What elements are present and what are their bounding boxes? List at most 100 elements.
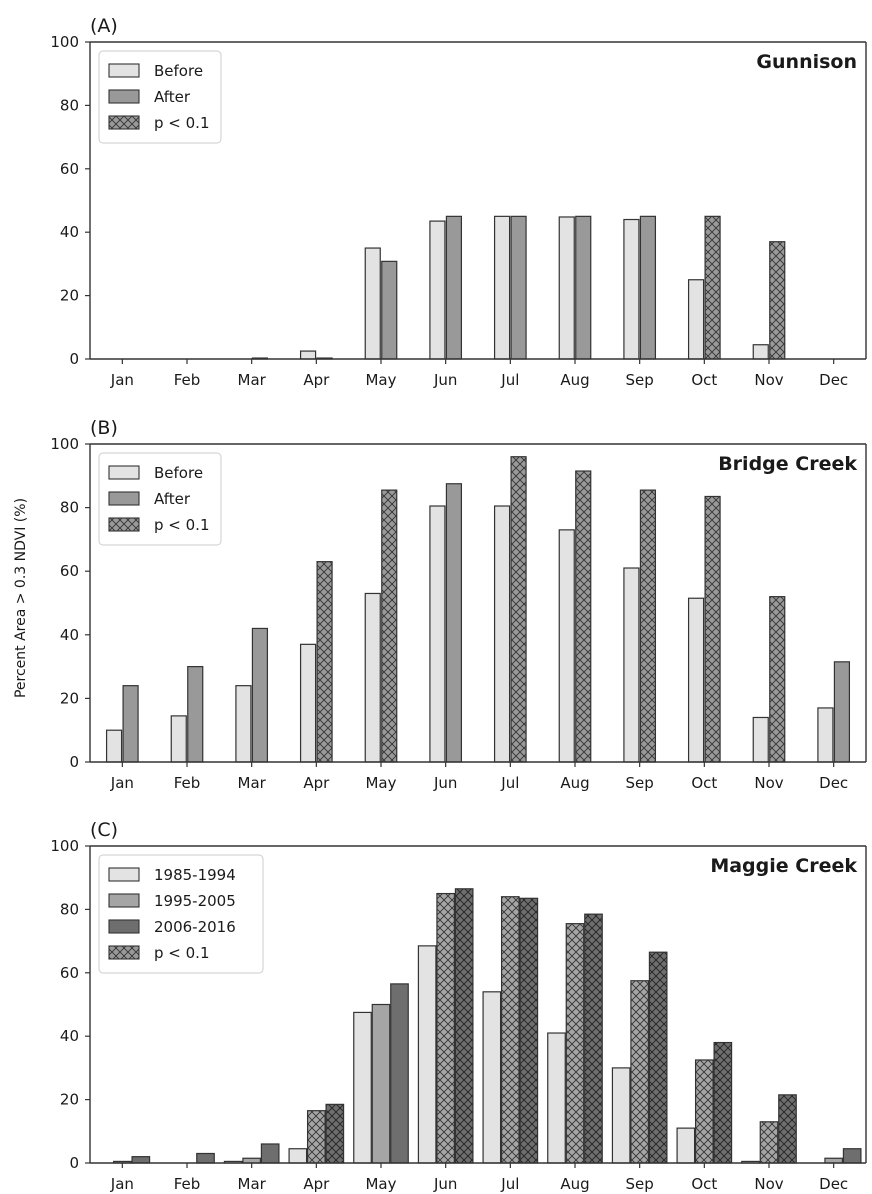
bar-after-dec bbox=[833, 661, 851, 763]
bar-after-may bbox=[381, 260, 398, 360]
legend-label-after: After bbox=[154, 490, 191, 508]
x-tick-label: Jul bbox=[500, 1175, 519, 1193]
bar-before-apr bbox=[299, 643, 317, 763]
y-tick-label: 80 bbox=[60, 499, 79, 517]
x-tick-label: Feb bbox=[174, 774, 201, 792]
bar-before-sep bbox=[623, 218, 640, 360]
y-tick-label: 40 bbox=[60, 223, 79, 241]
bar-period2-sep bbox=[630, 980, 650, 1164]
bar-before-jul bbox=[493, 215, 511, 360]
bar-period3-mar bbox=[260, 1143, 280, 1164]
legend-label-hatch: p < 0.1 bbox=[154, 114, 209, 132]
x-tick-label: Sep bbox=[626, 774, 654, 792]
bar-after-jul bbox=[510, 456, 527, 763]
legend-swatch-hatch bbox=[108, 115, 140, 130]
legend-label-before: Before bbox=[154, 62, 203, 80]
bar-period3-feb bbox=[196, 1152, 215, 1164]
bar-period3-jan bbox=[131, 1156, 151, 1164]
x-tick-label: Nov bbox=[754, 1175, 783, 1193]
bar-before-nov bbox=[752, 344, 769, 360]
bar-after-feb bbox=[187, 665, 204, 763]
bar-after-sep bbox=[639, 489, 657, 763]
bar-after-may bbox=[381, 489, 398, 763]
bar-period2-apr bbox=[306, 1110, 326, 1164]
y-tick-label: 0 bbox=[69, 350, 79, 368]
legend-label-period3: 2006-2016 bbox=[154, 918, 236, 936]
x-tick-label: Dec bbox=[819, 774, 848, 792]
y-tick-label: 100 bbox=[50, 837, 79, 855]
x-tick-label: May bbox=[365, 774, 396, 792]
bar-before-sep bbox=[623, 567, 640, 763]
bar-period2-nov bbox=[759, 1121, 779, 1164]
x-tick-label: May bbox=[365, 1175, 396, 1193]
legend-swatch-after bbox=[108, 89, 140, 104]
bar-period3-nov bbox=[778, 1094, 797, 1164]
bar-before-nov bbox=[752, 716, 769, 763]
x-tick-label: Jan bbox=[110, 1175, 134, 1193]
bar-after-jun bbox=[445, 215, 463, 360]
bar-after-jul bbox=[510, 215, 527, 360]
bar-before-may bbox=[364, 247, 381, 360]
x-tick-label: Oct bbox=[691, 371, 717, 389]
y-tick-label: 60 bbox=[60, 160, 79, 178]
x-tick-label: Apr bbox=[303, 774, 330, 792]
bar-period2-dec bbox=[824, 1157, 844, 1164]
bar-period2-mar bbox=[242, 1157, 262, 1164]
y-axis-label: Percent Area > 0.3 NDVI (%) bbox=[13, 498, 29, 698]
bar-after-mar bbox=[251, 627, 269, 763]
x-tick-label: Jun bbox=[433, 1175, 457, 1193]
bar-period2-may bbox=[371, 1003, 391, 1164]
legend-label-period2: 1995-2005 bbox=[154, 892, 236, 910]
legend-label-hatch: p < 0.1 bbox=[154, 516, 209, 534]
x-tick-label: Apr bbox=[303, 1175, 330, 1193]
bars bbox=[251, 215, 786, 360]
legend: 1985-1994 1995-2005 2006-2016 p < 0.1 bbox=[98, 854, 264, 974]
bar-before-jul bbox=[493, 505, 511, 763]
bar-period3-aug bbox=[584, 913, 603, 1164]
bar-period1-apr bbox=[288, 1148, 308, 1164]
legend-swatch-after bbox=[108, 491, 140, 506]
y-tick-label: 0 bbox=[69, 1154, 79, 1172]
bar-period3-dec bbox=[842, 1148, 862, 1164]
x-tick-label: Mar bbox=[238, 371, 267, 389]
legend-box bbox=[98, 854, 264, 974]
site-label: Maggie Creek bbox=[710, 855, 857, 877]
x-tick-label: Jan bbox=[110, 371, 134, 389]
x-tick-label: Jun bbox=[433, 371, 457, 389]
y-tick-label: 20 bbox=[60, 689, 79, 707]
x-tick-label: Nov bbox=[754, 774, 783, 792]
bar-before-oct bbox=[687, 597, 705, 763]
panel-label: (B) bbox=[90, 417, 118, 439]
bar-before-jun bbox=[429, 505, 446, 763]
bars bbox=[112, 888, 862, 1164]
y-tick-label: 20 bbox=[60, 287, 79, 305]
legend-swatch-before bbox=[108, 465, 140, 480]
x-tick-label: Dec bbox=[819, 371, 848, 389]
x-tick-label: Dec bbox=[819, 1175, 848, 1193]
bar-after-sep bbox=[639, 215, 657, 360]
bar-period1-jun bbox=[417, 945, 437, 1164]
panel-maggie-creek: (C) Maggie Creek 0 20 40 60 80 100 Jan Feb Mar Apr M… bbox=[50, 819, 867, 1193]
x-tick-label: Oct bbox=[691, 1175, 717, 1193]
x-tick-label: Aug bbox=[560, 371, 589, 389]
bar-after-aug bbox=[575, 470, 592, 763]
y-tick-label: 60 bbox=[60, 964, 79, 982]
bar-before-apr bbox=[299, 350, 317, 360]
panel-label: (C) bbox=[90, 819, 118, 841]
bar-after-aug bbox=[575, 215, 592, 360]
bar-period3-oct bbox=[713, 1041, 733, 1164]
bar-period1-may bbox=[353, 1011, 372, 1164]
bar-period1-sep bbox=[611, 1067, 631, 1164]
site-label: Bridge Creek bbox=[718, 453, 857, 475]
bar-after-apr bbox=[316, 561, 333, 763]
x-tick-label: Jun bbox=[433, 774, 457, 792]
bar-period3-sep bbox=[648, 951, 668, 1164]
bar-before-may bbox=[364, 592, 381, 763]
y-tick-label: 100 bbox=[50, 33, 79, 51]
legend: Before After p < 0.1 bbox=[98, 50, 222, 144]
site-label: Gunnison bbox=[756, 51, 857, 73]
x-tick-label: Mar bbox=[238, 774, 267, 792]
bar-after-oct bbox=[704, 215, 721, 360]
legend-label-period1: 1985-1994 bbox=[154, 866, 236, 884]
